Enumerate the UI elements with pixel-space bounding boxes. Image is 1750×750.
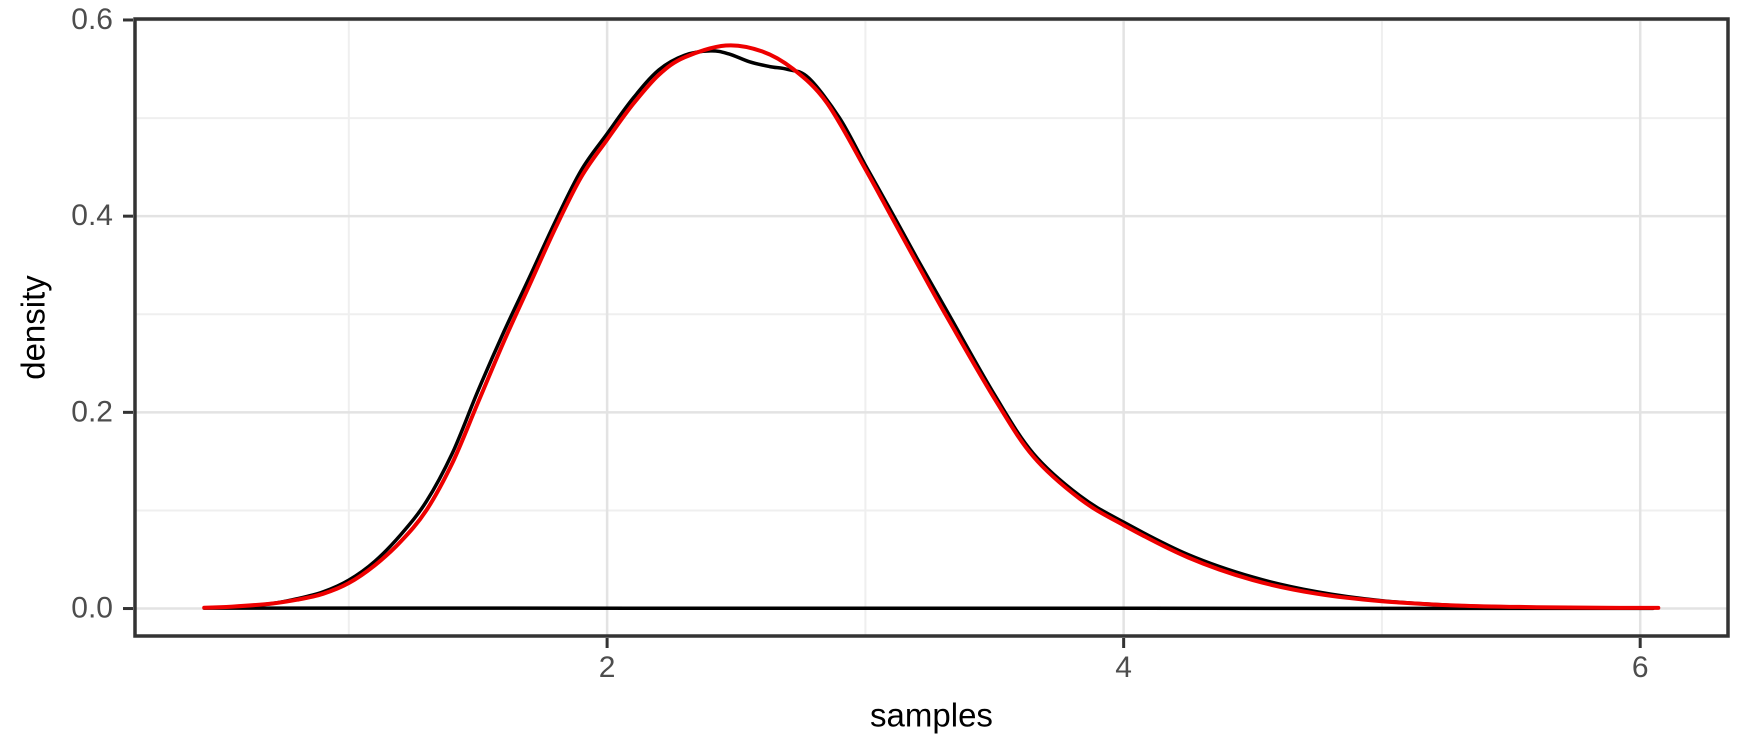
x-tick-label: 4 xyxy=(1115,651,1132,684)
x-tick-label: 2 xyxy=(599,651,616,684)
panel-background xyxy=(135,19,1728,636)
reference-density-red-curve xyxy=(202,43,1661,610)
kde-density-black-curve xyxy=(202,49,1655,611)
y-axis-title: density xyxy=(15,275,52,380)
y-tick-label: 0.0 xyxy=(71,591,113,624)
y-tick-label: 0.2 xyxy=(71,395,113,428)
y-tick-label: 0.6 xyxy=(71,3,113,36)
panel-border xyxy=(133,17,1730,638)
y-tick-label: 0.4 xyxy=(71,199,113,232)
x-axis-title: samples xyxy=(870,697,993,734)
x-tick-label: 6 xyxy=(1632,651,1649,684)
